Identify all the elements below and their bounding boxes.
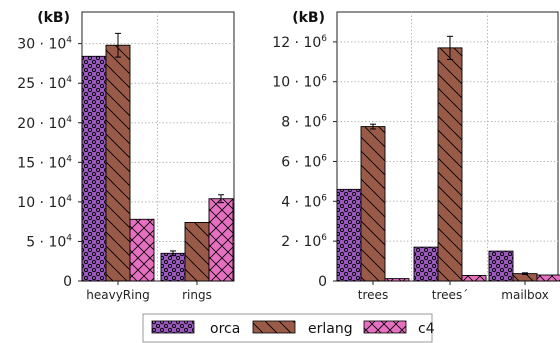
y-tick-label: 6 · 106 [281,153,327,170]
y-tick-label: 0 [63,274,72,290]
bar-erlang-trees [360,126,386,282]
y-tick-label: 5 · 104 [26,233,72,250]
bar-c4-heavyRing [129,218,155,282]
left-chart: 0 5 · 104 10 · 104 15 · 104 20 · 104 25 · 104… [17,10,235,302]
y-axis-unit: (kB) [37,10,70,26]
x-tick-label: trees´ [432,288,468,302]
y-tick-label: 25 · 104 [17,75,72,92]
bar-orca-mailbox [488,250,514,282]
y-tick-label: 15 · 104 [17,154,72,171]
legend-label-erlang: erlang [308,321,353,337]
legend-swatch-erlang [252,320,296,334]
legend-label-orca: orca [210,321,240,337]
y-tick-label: 10 · 106 [272,74,327,91]
y-tick-label: 12 · 106 [272,34,327,51]
bar-erlang-rings [184,222,210,282]
x-tick-label: trees [358,288,388,302]
bar-c4-trees [461,274,487,282]
y-tick-label: 2 · 106 [281,233,327,250]
x-tick-label: rings [182,288,212,302]
legend-label-c4: c4 [418,321,435,337]
bar-orca-rings [160,252,186,282]
y-tick-label: 30 · 104 [17,36,72,53]
bar-erlang-heavyRing [105,44,131,282]
bar-c4-rings [208,198,234,282]
x-tick-label: mailbox [501,288,548,302]
y-tick-label: 20 · 104 [17,115,72,132]
y-tick-label: 0 [318,274,327,290]
y-axis-unit: (kB) [292,10,325,26]
right-chart: 0 2 · 106 4 · 106 6 · 106 8 · 106 10 · 106 12 … [272,10,560,302]
bar-c4-trees [384,278,410,282]
legend-swatch-c4 [363,320,407,334]
y-tick-label: 8 · 106 [281,114,327,131]
legend: orca erlang c4 [142,313,435,343]
bar-orca-trees [336,188,362,282]
y-tick-label: 4 · 106 [281,193,327,210]
legend-swatch-orca [151,320,195,334]
bar-orca-trees [413,246,439,282]
bar-c4-mailbox [536,274,560,282]
y-tick-label: 10 · 104 [17,194,72,211]
bar-erlang-trees [437,47,463,282]
x-tick-label: heavyRing [86,288,149,302]
bar-orca-heavyRing [81,55,107,282]
